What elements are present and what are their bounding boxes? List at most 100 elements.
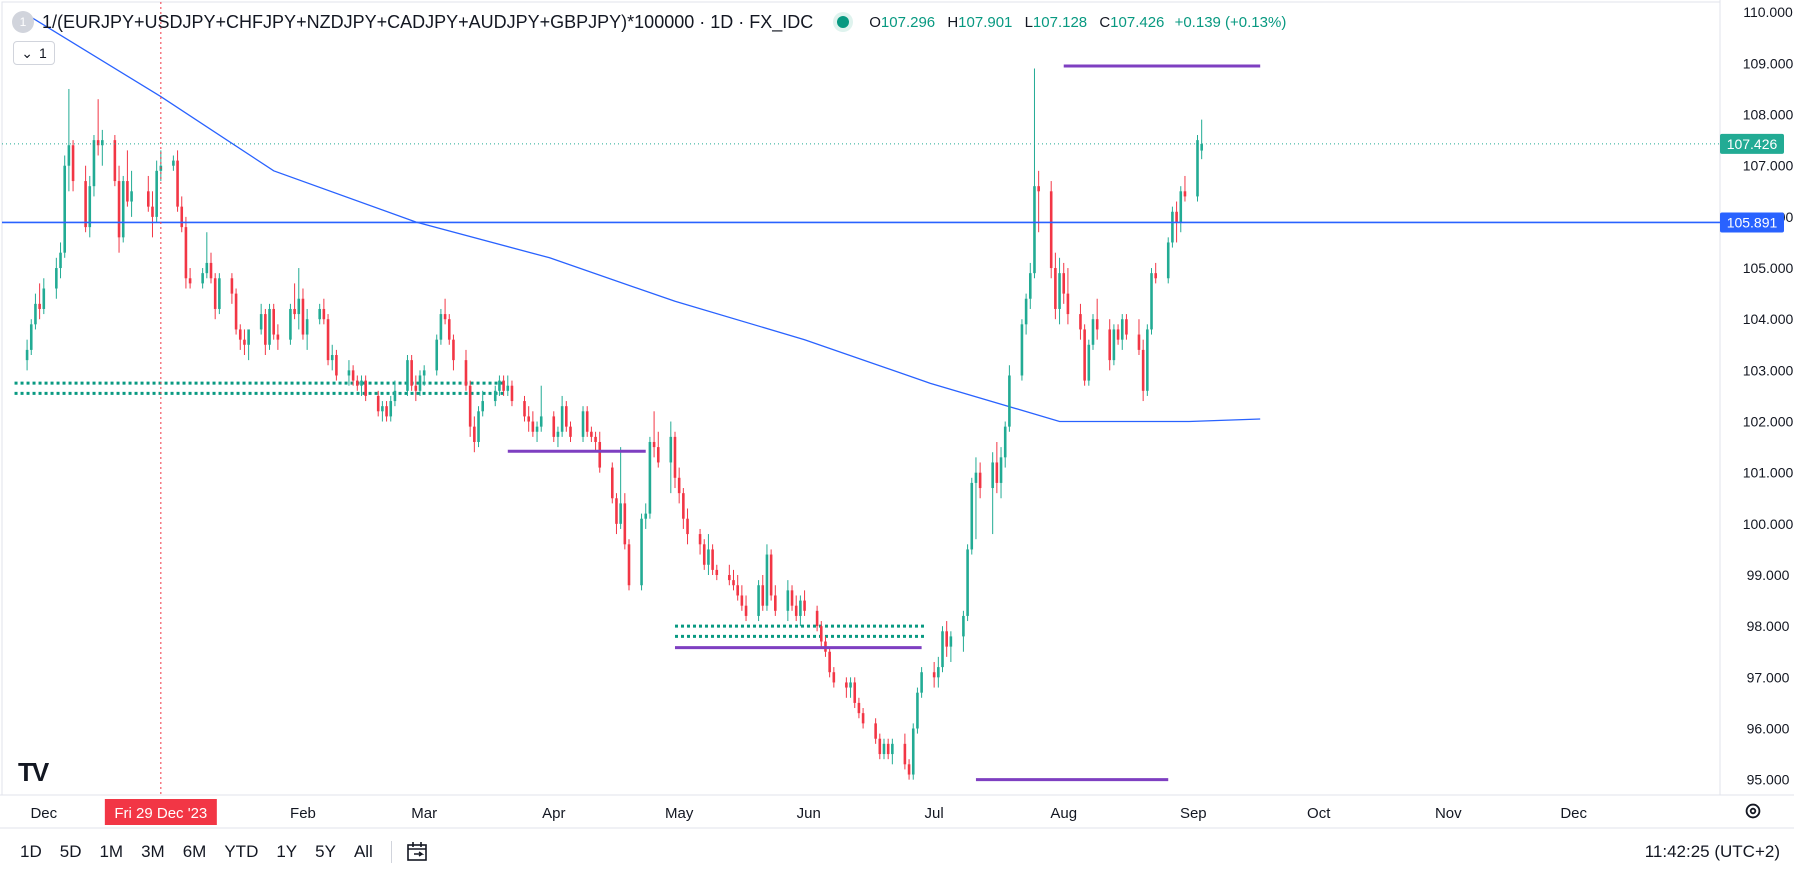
candle-body xyxy=(560,406,564,432)
price-axis[interactable]: 110.000109.000108.000107.000106.000105.0… xyxy=(1720,4,1794,788)
candle-2024-08-27 xyxy=(1171,206,1174,248)
candle-2023-11-30 xyxy=(38,283,41,320)
candle-body xyxy=(1028,273,1032,299)
candle-2024-01-02 xyxy=(176,150,179,212)
candle-2024-03-18 xyxy=(493,385,497,407)
candle-2024-07-30 xyxy=(1054,252,1057,320)
candle-body xyxy=(656,447,660,463)
candle-2024-04-30 xyxy=(673,431,677,489)
candle-2024-01-23 xyxy=(264,308,267,356)
symbol-title[interactable]: 1/(EURJPY+USDJPY+CHFJPY+NZDJPY+CADJPY+AU… xyxy=(42,11,814,32)
candle-body xyxy=(447,319,451,340)
candle-2024-01-04 xyxy=(184,216,188,289)
candle-body xyxy=(406,360,409,391)
candle-body xyxy=(1024,298,1028,325)
candle-2024-05-01 xyxy=(677,467,681,504)
candle-body xyxy=(330,355,334,361)
range-button-ytd[interactable]: YTD xyxy=(224,842,259,861)
candle-2024-03-25 xyxy=(523,395,526,422)
range-button-1d[interactable]: 1D xyxy=(20,842,42,861)
candle-body xyxy=(92,140,96,187)
candle-body xyxy=(907,764,911,775)
candle-body xyxy=(698,534,702,545)
candle-body xyxy=(347,370,351,376)
candle-body xyxy=(991,462,994,489)
time-axis[interactable]: Dec Feb Mar Apr May Jun Jul Aug Sep Oct Nov Dec Fri … xyxy=(30,799,1588,825)
candle-body xyxy=(301,298,305,335)
range-button-5y[interactable]: 5Y xyxy=(315,842,336,861)
candle-body xyxy=(702,544,706,565)
candle-2024-01-05 xyxy=(188,268,192,289)
price-tick-label: 109.000 xyxy=(1743,55,1794,71)
settings-gear-icon[interactable] xyxy=(1742,800,1764,822)
candle-body xyxy=(243,339,246,345)
candle-2024-02-12 xyxy=(347,360,351,386)
range-button-1m[interactable]: 1M xyxy=(99,842,124,861)
crosshair-date-label: Fri 29 Dec '23 xyxy=(114,805,207,822)
candle-2024-07-25 xyxy=(1033,68,1036,279)
candle-2024-07-19 xyxy=(1008,365,1011,432)
range-button-5d[interactable]: 5D xyxy=(59,842,82,861)
candle-body xyxy=(473,426,476,442)
candle-body xyxy=(272,308,275,335)
candle-2024-01-30 xyxy=(293,283,296,320)
candle-2024-07-02 xyxy=(937,656,940,688)
indicator-collapse-toggle[interactable]: ⌄ 1 xyxy=(13,41,55,65)
candle-2024-07-23 xyxy=(1024,293,1028,335)
candle-2024-08-13 xyxy=(1112,324,1116,366)
candle-body xyxy=(493,390,497,402)
candle-body xyxy=(218,278,221,309)
candle-body xyxy=(443,314,447,320)
candle-2024-06-18 xyxy=(878,733,882,760)
candle-body xyxy=(59,252,62,269)
candle-body xyxy=(113,140,117,182)
candle-2024-07-17 xyxy=(999,447,1003,499)
candle-body xyxy=(418,375,422,391)
candle-body xyxy=(422,370,426,376)
clock-timezone[interactable]: 11:42:25 (UTC+2) xyxy=(1644,842,1780,861)
candle-2023-11-28 xyxy=(29,319,33,356)
candle-2024-07-16 xyxy=(995,441,999,494)
candle-2024-05-21 xyxy=(761,575,765,611)
tradingview-logo-icon[interactable]: TV xyxy=(18,757,49,787)
candle-2024-09-02 xyxy=(1196,135,1199,202)
candle-2023-12-29 xyxy=(159,150,163,182)
candle-body xyxy=(556,431,560,437)
candle-body xyxy=(765,554,769,606)
candle-body xyxy=(364,380,367,396)
go-to-date-icon[interactable] xyxy=(406,841,430,863)
low-value: 107.128 xyxy=(1032,13,1088,31)
range-button-6m[interactable]: 6M xyxy=(182,842,207,861)
candle-body xyxy=(815,610,819,627)
candle-body xyxy=(552,416,556,437)
price-tick-label: 110.000 xyxy=(1743,4,1793,20)
range-button-1y[interactable]: 1Y xyxy=(276,842,298,861)
candle-2024-06-19 xyxy=(882,738,886,760)
candle-2024-08-16 xyxy=(1125,314,1128,340)
candle-2024-03-29 xyxy=(539,385,543,432)
candle-2023-12-12 xyxy=(88,175,92,238)
candle-2024-04-01 xyxy=(552,411,556,442)
time-tick-label: Apr xyxy=(542,805,565,822)
candle-body xyxy=(974,472,978,483)
candle-2024-07-10 xyxy=(970,477,974,555)
candle-2023-12-22 xyxy=(130,170,133,217)
candle-2024-06-03 xyxy=(815,605,819,632)
candle-body xyxy=(322,308,326,320)
range-button-3m[interactable]: 3M xyxy=(141,842,165,861)
candle-body xyxy=(435,339,439,371)
candle-2024-07-29 xyxy=(1049,181,1053,279)
range-button-all[interactable]: All xyxy=(353,842,373,861)
candle-2024-08-06 xyxy=(1083,324,1086,386)
candle-body xyxy=(180,206,184,228)
symbol-badge[interactable]: 1 xyxy=(12,11,34,33)
candle-body xyxy=(172,160,175,166)
candle-2024-03-14 xyxy=(477,406,480,448)
candle-2023-12-05 xyxy=(59,242,62,279)
candle-body xyxy=(439,314,443,340)
candle-body xyxy=(1141,349,1145,391)
candle-body xyxy=(506,385,510,391)
price-tick-label: 99.000 xyxy=(1747,567,1790,583)
candle-body xyxy=(845,682,848,688)
